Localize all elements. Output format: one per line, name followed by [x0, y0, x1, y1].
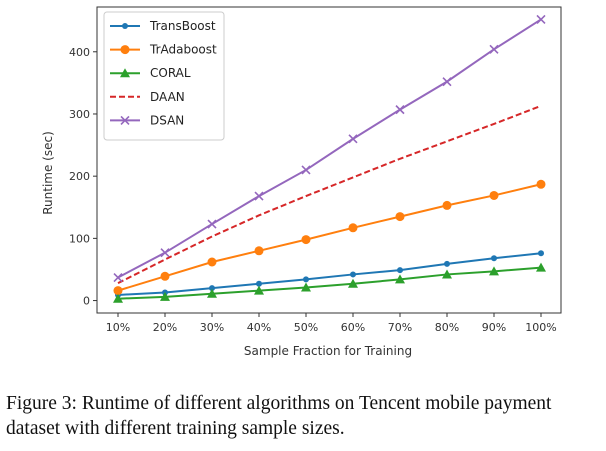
- y-tick-label: 100: [69, 232, 90, 245]
- y-tick-label: 400: [69, 46, 90, 59]
- legend-label-daan: DAAN: [150, 90, 185, 104]
- series-line-daan: [117, 104, 542, 285]
- legend-entry-daan: DAAN: [110, 90, 185, 104]
- series-dsan: [113, 14, 546, 283]
- series-line-coral: [117, 266, 542, 300]
- data-point-dsan: [489, 44, 499, 54]
- data-point-dsan: [395, 105, 405, 115]
- data-point-tradaboost: [348, 223, 358, 233]
- data-point-dsan: [442, 77, 452, 87]
- data-point-tradaboost: [160, 271, 170, 281]
- x-tick-label: 30%: [200, 321, 224, 334]
- data-point-dsan: [113, 272, 123, 283]
- figure-caption: Figure 3: Runtime of different algorithm…: [6, 393, 552, 439]
- data-point-tradaboost: [489, 190, 499, 200]
- data-point-transboost: [350, 271, 356, 278]
- data-point-coral: [442, 269, 452, 279]
- series-line-tradaboost: [117, 183, 542, 292]
- data-point-coral: [348, 278, 358, 288]
- data-point-coral: [489, 266, 499, 276]
- legend-label-dsan: DSAN: [150, 113, 184, 127]
- y-tick-label: 300: [69, 108, 90, 121]
- data-point-coral: [254, 285, 264, 295]
- data-point-tradaboost: [113, 286, 123, 296]
- x-tick-label: 60%: [341, 321, 365, 334]
- series-tradaboost: [113, 179, 546, 296]
- data-point-coral: [160, 291, 170, 301]
- data-point-tradaboost: [207, 257, 217, 267]
- data-point-dsan: [536, 14, 546, 25]
- data-point-coral: [395, 274, 405, 284]
- legend: TransBoost TrAdaboost CORAL DAAN DSAN: [103, 11, 225, 141]
- legend-entry-transboost: TransBoost: [110, 19, 216, 33]
- plot-frame: [96, 6, 562, 314]
- legend-marker-coral: [120, 68, 130, 78]
- data-point-transboost: [491, 255, 497, 262]
- data-point-dsan: [254, 191, 264, 201]
- series-transboost: [115, 250, 544, 298]
- data-point-coral: [207, 288, 217, 298]
- series-line-dsan: [117, 18, 542, 279]
- series-line-transboost: [117, 252, 542, 296]
- data-point-tradaboost: [254, 246, 264, 256]
- data-point-tradaboost: [301, 235, 311, 245]
- legend-marker-tradaboost: [120, 45, 130, 55]
- y-axis-label: Runtime (sec): [41, 131, 55, 215]
- series-daan: [117, 104, 542, 285]
- legend-box: [103, 11, 225, 141]
- legend-entry-dsan: DSAN: [110, 113, 184, 127]
- x-tick-label: 20%: [153, 321, 177, 334]
- y-tick-label: 0: [83, 295, 90, 308]
- legend-label-transboost: TransBoost: [149, 19, 216, 33]
- chart: 10% 20% 30% 40% 50% 60% 70% 80% 90% 100% 0 100 200 30…: [41, 6, 562, 358]
- data-point-transboost: [209, 285, 215, 292]
- data-point-dsan: [207, 219, 217, 229]
- x-tick-label: 70%: [388, 321, 412, 334]
- data-point-dsan: [348, 134, 358, 144]
- data-point-dsan: [160, 248, 170, 258]
- axes: 10% 20% 30% 40% 50% 60% 70% 80% 90% 100% 0 100 200 30…: [69, 6, 562, 334]
- series-coral: [113, 262, 546, 303]
- data-point-transboost: [303, 276, 309, 283]
- data-point-coral: [113, 293, 123, 303]
- data-point-dsan: [301, 165, 311, 175]
- data-point-tradaboost: [395, 212, 405, 222]
- data-point-transboost: [444, 260, 450, 267]
- legend-marker-dsan: [120, 115, 130, 125]
- y-tick-label: 200: [69, 170, 90, 183]
- plot-area: [113, 14, 546, 303]
- x-tick-label: 100%: [525, 321, 556, 334]
- legend-entry-coral: CORAL: [110, 66, 191, 80]
- data-point-transboost: [538, 250, 544, 257]
- legend-entry-tradaboost: TrAdaboost: [110, 43, 217, 57]
- x-tick-label: 10%: [106, 321, 130, 334]
- data-point-tradaboost: [442, 200, 452, 210]
- data-point-transboost: [256, 280, 262, 287]
- x-axis-label: Sample Fraction for Training: [244, 344, 412, 358]
- legend-marker-transboost: [122, 23, 128, 29]
- legend-label-coral: CORAL: [150, 66, 191, 80]
- x-tick-label: 80%: [435, 321, 459, 334]
- x-tick-label: 90%: [482, 321, 506, 334]
- legend-label-tradaboost: TrAdaboost: [149, 43, 217, 57]
- data-point-transboost: [397, 267, 403, 274]
- x-tick-label: 40%: [247, 321, 271, 334]
- data-point-coral: [301, 282, 311, 292]
- data-point-tradaboost: [536, 179, 546, 189]
- data-point-coral: [536, 262, 546, 272]
- x-tick-label: 50%: [294, 321, 318, 334]
